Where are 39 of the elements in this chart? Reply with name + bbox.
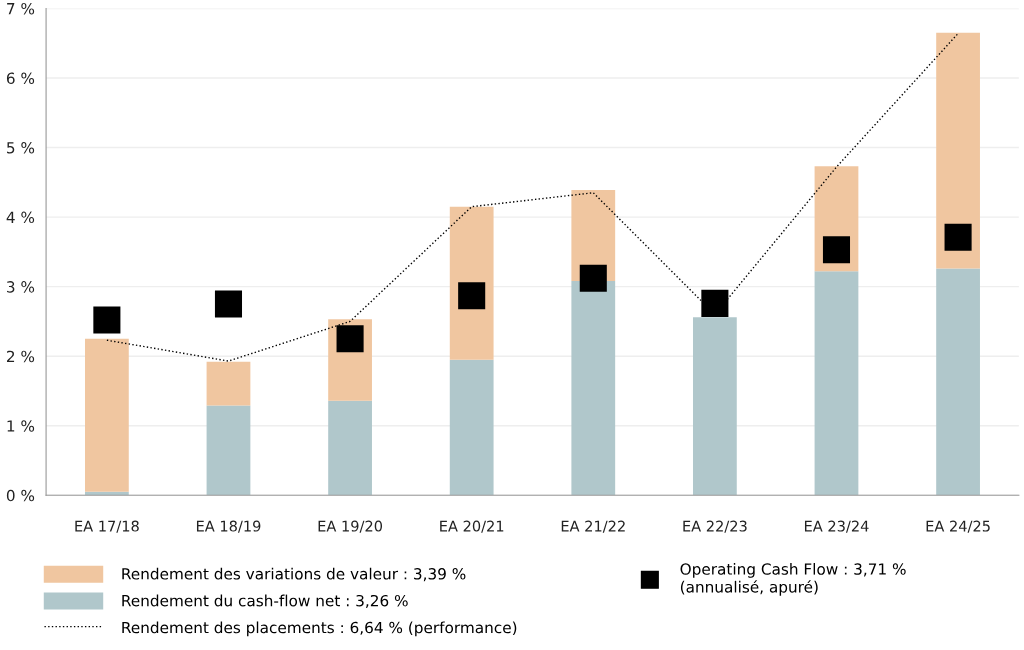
point <box>822 236 851 264</box>
legend-label: Rendement des variations de valeur : 3,39 % <box>122 567 466 582</box>
y-tick-label: 2 % <box>7 350 35 363</box>
point <box>944 223 972 251</box>
bar <box>936 268 980 496</box>
bar <box>936 32 980 269</box>
point <box>701 289 729 317</box>
y-tick-label: 6 % <box>6 72 35 85</box>
bar <box>814 271 859 496</box>
point <box>214 290 243 318</box>
x-tick-label: EA 24/25 <box>926 520 990 533</box>
bar <box>206 361 251 406</box>
line-series <box>106 32 959 362</box>
y-tick-label: 4 % <box>6 211 35 224</box>
y-tick-label: 0 % <box>6 489 35 502</box>
x-tick-label: EA 21/22 <box>561 520 625 533</box>
point <box>458 282 486 310</box>
y-tick-label: 7 % <box>7 2 35 15</box>
x-tick-label: EA 23/24 <box>804 520 869 533</box>
legend-label: Operating Cash Flow : 3,71 % (annualisé, apuré) <box>680 563 906 596</box>
y-tick-label: 3 % <box>7 281 35 293</box>
legend-label: Rendement des placements : 6,64 % (performance) <box>122 621 517 637</box>
point <box>93 306 121 334</box>
x-tick-label: EA 18/19 <box>196 520 261 533</box>
bar <box>328 400 372 496</box>
legend-label: Rendement du cash-flow net : 3,26 % <box>122 594 408 608</box>
bar <box>206 405 251 496</box>
point <box>579 264 607 292</box>
x-tick-label: EA 17/18 <box>75 520 139 533</box>
bar <box>84 338 129 492</box>
bar <box>571 281 616 496</box>
y-tick-label: 1 % <box>7 420 35 432</box>
point <box>336 325 364 353</box>
bar <box>692 317 737 496</box>
x-tick-label: EA 22/23 <box>683 520 747 533</box>
bar <box>449 359 494 496</box>
x-tick-label: EA 20/21 <box>440 520 504 533</box>
x-tick-label: EA 19/20 <box>318 520 383 533</box>
y-tick-label: 5 % <box>7 142 35 154</box>
